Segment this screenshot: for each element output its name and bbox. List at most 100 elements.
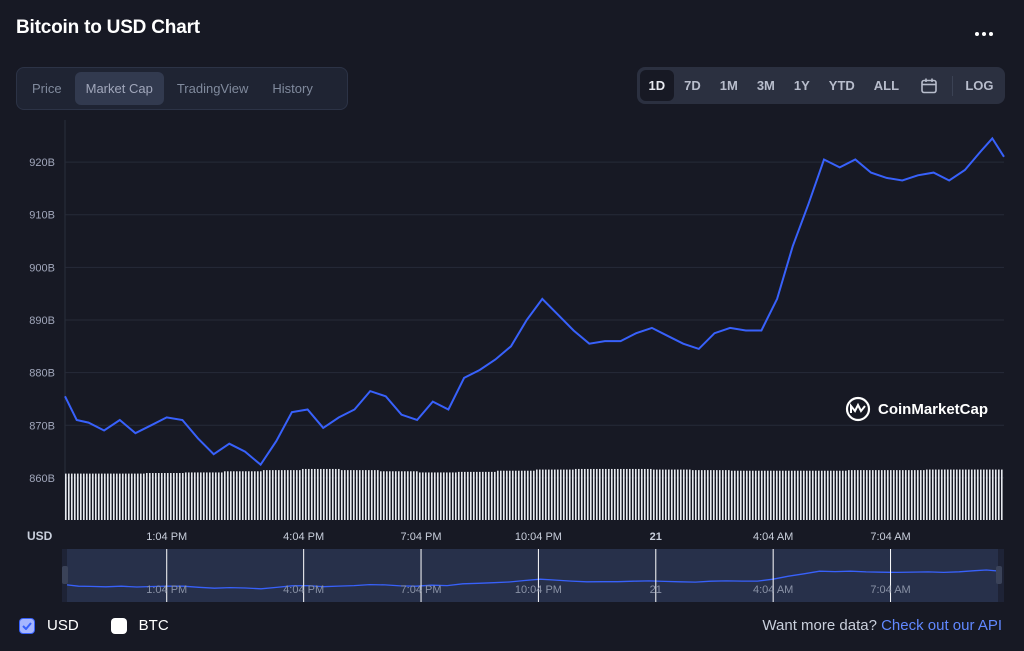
tab-market-cap[interactable]: Market Cap <box>74 72 164 105</box>
api-link[interactable]: Check out our API <box>881 617 1002 634</box>
volume-bar <box>608 468 610 520</box>
tab-tradingview[interactable]: TradingView <box>176 81 249 96</box>
volume-bar <box>92 473 94 520</box>
volume-bar <box>185 472 187 520</box>
range-ytd-button[interactable]: YTD <box>828 78 855 93</box>
navigator-line <box>66 569 999 590</box>
volume-bar <box>893 470 895 520</box>
volume-bar <box>77 473 79 520</box>
volume-bar <box>854 470 856 520</box>
volume-bar <box>593 468 595 520</box>
tab-history[interactable]: History <box>272 81 313 96</box>
range-3m-button[interactable]: 3M <box>756 78 775 93</box>
y-tick-label: 880B <box>29 368 55 380</box>
volume-bar <box>953 469 955 520</box>
volume-bar <box>236 471 238 520</box>
range-all-button[interactable]: ALL <box>873 78 900 93</box>
volume-bar <box>407 471 409 520</box>
navigator-window <box>67 549 998 602</box>
volume-bar <box>374 470 376 520</box>
calendar-icon[interactable] <box>910 70 948 101</box>
volume-bar <box>512 470 514 520</box>
volume-bar <box>428 472 430 520</box>
range-7d-button[interactable]: 7D <box>684 78 701 93</box>
volume-bar <box>668 469 670 520</box>
volume-bar <box>710 470 712 520</box>
volume-bar <box>74 473 76 520</box>
volume-bar <box>284 470 286 520</box>
volume-bar <box>500 470 502 520</box>
volume-bars <box>65 468 1003 520</box>
time-range-selector: 1D 7D 1M 3M 1Y YTD ALL LOG <box>637 67 1005 104</box>
volume-bar <box>476 471 478 520</box>
volume-bar <box>602 468 604 520</box>
volume-bar <box>95 473 97 520</box>
x-tick-label: 1:04 PM <box>146 531 187 543</box>
volume-bar <box>473 471 475 520</box>
range-1d-button[interactable]: 1D <box>640 70 674 101</box>
market-cap-line <box>64 136 1005 467</box>
volume-bar <box>143 473 145 520</box>
volume-bar <box>491 471 493 520</box>
volume-bar <box>221 472 223 520</box>
volume-bar <box>812 470 814 520</box>
volume-bar <box>260 471 262 520</box>
x-tick-label: 4:04 PM <box>283 531 324 543</box>
volume-bar <box>632 468 634 520</box>
usd-checkbox[interactable] <box>19 617 35 634</box>
volume-bar <box>173 473 175 520</box>
btc-checkbox[interactable] <box>110 617 127 634</box>
y-tick-label: 870B <box>29 420 55 432</box>
volume-bar <box>350 470 352 520</box>
volume-bar <box>305 468 307 520</box>
volume-bar <box>578 468 580 520</box>
volume-bar <box>515 470 517 520</box>
tab-price[interactable]: Price <box>32 81 62 96</box>
volume-bar <box>278 470 280 520</box>
volume-bar <box>80 473 82 520</box>
volume-bar <box>371 470 373 520</box>
volume-bar <box>851 470 853 520</box>
volume-bar <box>656 469 658 520</box>
log-scale-button[interactable]: LOG <box>965 78 994 93</box>
navigator-tick-label: 4:04 AM <box>753 584 793 596</box>
volume-bar <box>272 470 274 520</box>
range-1y-button[interactable]: 1Y <box>793 78 810 93</box>
volume-bar <box>197 472 199 520</box>
volume-bar <box>740 470 742 520</box>
volume-bar <box>290 470 292 520</box>
navigator-right-handle[interactable] <box>996 566 1002 584</box>
volume-bar <box>962 469 964 520</box>
volume-bar <box>974 469 976 520</box>
navigator-tick-label: 10:04 PM <box>515 584 562 596</box>
volume-bar <box>941 469 943 520</box>
volume-bar <box>986 469 988 520</box>
navigator-left-handle[interactable] <box>62 566 68 584</box>
volume-bar <box>230 471 232 520</box>
volume-bar <box>131 473 133 520</box>
volume-bar <box>566 469 568 520</box>
more-options-icon[interactable] <box>972 24 996 44</box>
volume-bar <box>191 472 193 520</box>
volume-bar <box>227 471 229 520</box>
volume-bar <box>398 471 400 520</box>
volume-bar <box>644 468 646 520</box>
volume-bar <box>584 468 586 520</box>
volume-bar <box>386 471 388 520</box>
volume-bar <box>944 469 946 520</box>
volume-bar <box>659 469 661 520</box>
volume-bar <box>458 471 460 520</box>
y-tick-label: 900B <box>29 262 55 274</box>
volume-bar <box>422 472 424 520</box>
y-tick-label: 920B <box>29 157 55 169</box>
range-1m-button[interactable]: 1M <box>719 78 738 93</box>
volume-bar <box>737 470 739 520</box>
volume-bar <box>827 470 829 520</box>
volume-bar <box>875 470 877 520</box>
volume-bar <box>506 470 508 520</box>
volume-bar <box>860 470 862 520</box>
volume-bar <box>920 470 922 520</box>
volume-bar <box>437 472 439 520</box>
volume-bar <box>773 470 775 520</box>
